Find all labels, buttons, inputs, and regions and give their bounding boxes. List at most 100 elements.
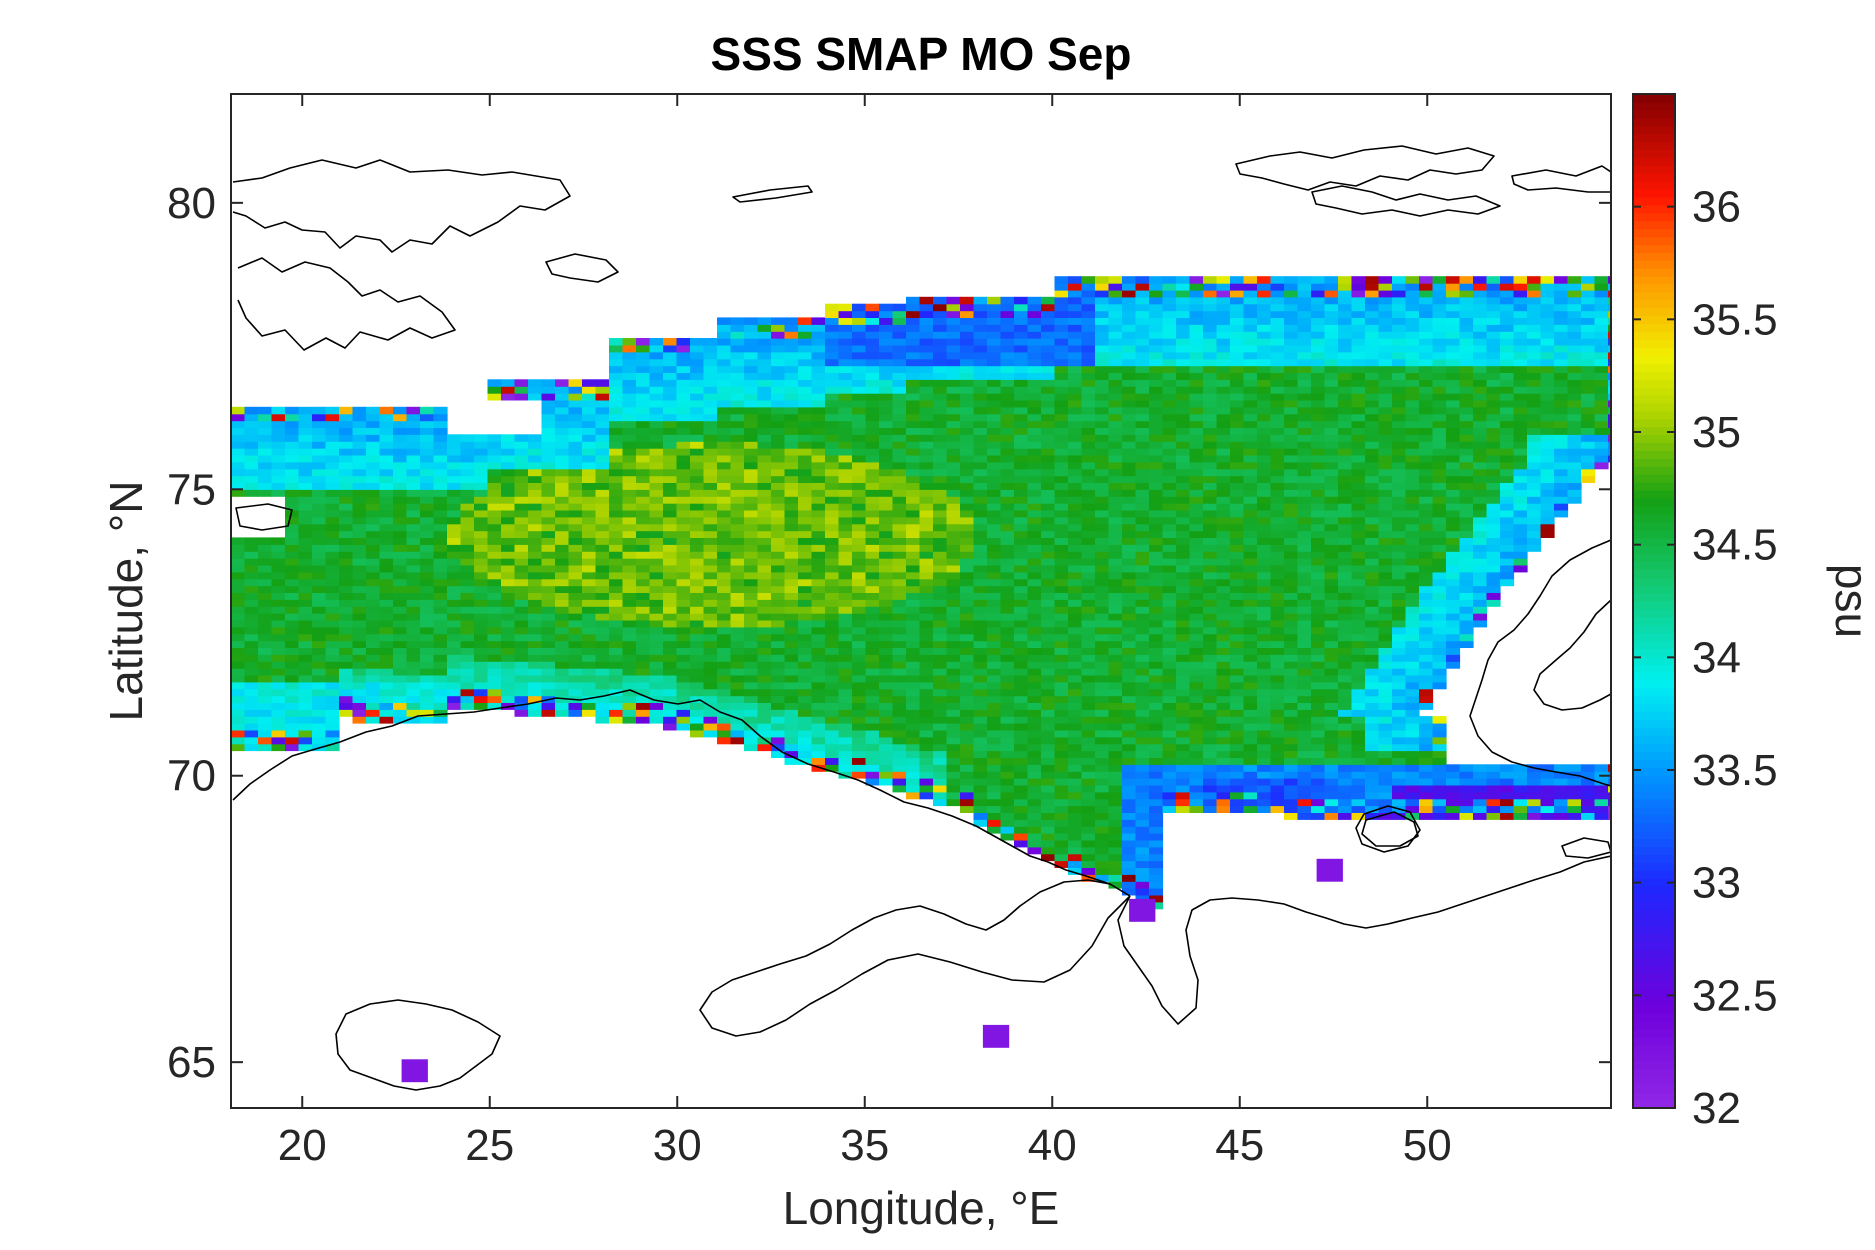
salinity-cell	[312, 592, 327, 600]
salinity-cell	[1257, 619, 1272, 628]
salinity-cell	[865, 750, 880, 758]
salinity-cell	[1027, 448, 1042, 456]
salinity-cell	[595, 489, 610, 497]
salinity-cell	[906, 626, 921, 635]
salinity-cell	[1135, 633, 1150, 642]
salinity-cell	[811, 661, 826, 669]
salinity-cell	[906, 351, 921, 360]
salinity-cell	[1027, 839, 1042, 848]
salinity-cell	[1230, 283, 1245, 291]
salinity-cell	[1162, 331, 1177, 339]
salinity-cell	[1270, 681, 1285, 690]
salinity-cell	[838, 509, 853, 518]
salinity-cell	[744, 695, 759, 703]
salinity-cell	[1135, 674, 1150, 683]
salinity-cell	[231, 537, 246, 545]
salinity-cell	[1176, 454, 1191, 463]
salinity-cell	[1068, 681, 1083, 690]
salinity-cell	[595, 716, 610, 724]
salinity-cell	[987, 413, 1002, 422]
salinity-cell	[744, 393, 759, 401]
salinity-cell	[1108, 503, 1123, 511]
salinity-cell	[1284, 427, 1299, 435]
salinity-cell	[946, 496, 961, 504]
salinity-cell	[703, 523, 718, 532]
salinity-cell	[1054, 434, 1069, 442]
salinity-cell	[1095, 413, 1110, 422]
salinity-cell	[649, 399, 664, 408]
salinity-cell	[771, 475, 786, 483]
salinity-cell	[1014, 386, 1029, 394]
salinity-cell	[1162, 365, 1177, 373]
salinity-cell	[933, 558, 948, 566]
salinity-cell	[285, 413, 300, 422]
salinity-cell	[892, 702, 907, 710]
salinity-cell	[231, 441, 246, 449]
salinity-cell	[1189, 771, 1204, 779]
salinity-cell	[514, 461, 529, 470]
salinity-cell	[595, 640, 610, 648]
salinity-cell	[1135, 454, 1150, 463]
salinity-cell	[838, 688, 853, 697]
salinity-cell	[1149, 674, 1164, 683]
salinity-cell	[1162, 509, 1177, 518]
salinity-cell	[379, 406, 394, 415]
salinity-cell	[852, 571, 867, 580]
salinity-cell	[879, 654, 894, 662]
salinity-cell	[1054, 289, 1069, 298]
salinity-cell	[906, 399, 921, 408]
salinity-cell	[312, 599, 327, 607]
salinity-cell	[352, 544, 367, 552]
salinity-cell	[1108, 338, 1123, 346]
salinity-cell	[1176, 537, 1191, 545]
salinity-cell	[892, 406, 907, 415]
salinity-cell	[703, 626, 718, 635]
salinity-cell	[595, 681, 610, 690]
salinity-cell	[1068, 310, 1083, 318]
salinity-cell	[784, 393, 799, 401]
salinity-cell	[865, 386, 880, 394]
salinity-cell	[1216, 757, 1231, 765]
salinity-cell	[933, 496, 948, 504]
salinity-cell	[420, 613, 435, 621]
salinity-cell	[514, 434, 529, 442]
salinity-cell	[730, 324, 745, 332]
salinity-cell	[1095, 585, 1110, 593]
salinity-cell	[1054, 791, 1069, 800]
salinity-cell	[1149, 544, 1164, 552]
salinity-cell	[379, 585, 394, 593]
salinity-cell	[933, 468, 948, 477]
salinity-cell	[1068, 778, 1083, 786]
salinity-cell	[717, 640, 732, 648]
salinity-cell	[528, 709, 543, 717]
salinity-cell	[1135, 324, 1150, 332]
salinity-cell	[1284, 434, 1299, 442]
salinity-cell	[1162, 468, 1177, 477]
salinity-cell	[946, 551, 961, 559]
salinity-cell	[1230, 482, 1245, 490]
salinity-cell	[1270, 695, 1285, 703]
salinity-cell	[1108, 283, 1123, 291]
salinity-cell	[474, 654, 489, 662]
salinity-cell	[879, 461, 894, 470]
salinity-cell	[622, 475, 637, 483]
salinity-cell	[1162, 571, 1177, 580]
salinity-cell	[879, 661, 894, 669]
salinity-cell	[231, 448, 246, 456]
salinity-cell	[1230, 723, 1245, 731]
salinity-cell	[1041, 839, 1056, 848]
salinity-cell	[1243, 461, 1258, 470]
salinity-cell	[1000, 344, 1015, 353]
salinity-cell	[1014, 784, 1029, 793]
salinity-cell	[312, 571, 327, 580]
salinity-cell	[1014, 633, 1029, 642]
salinity-cell	[1176, 509, 1191, 518]
salinity-cell	[690, 448, 705, 456]
salinity-cell	[919, 420, 934, 428]
salinity-cell	[474, 441, 489, 449]
salinity-cell	[1284, 537, 1299, 545]
salinity-cell	[1081, 833, 1096, 841]
salinity-cell	[339, 709, 354, 717]
salinity-cell	[1041, 503, 1056, 511]
salinity-cell	[285, 509, 300, 518]
